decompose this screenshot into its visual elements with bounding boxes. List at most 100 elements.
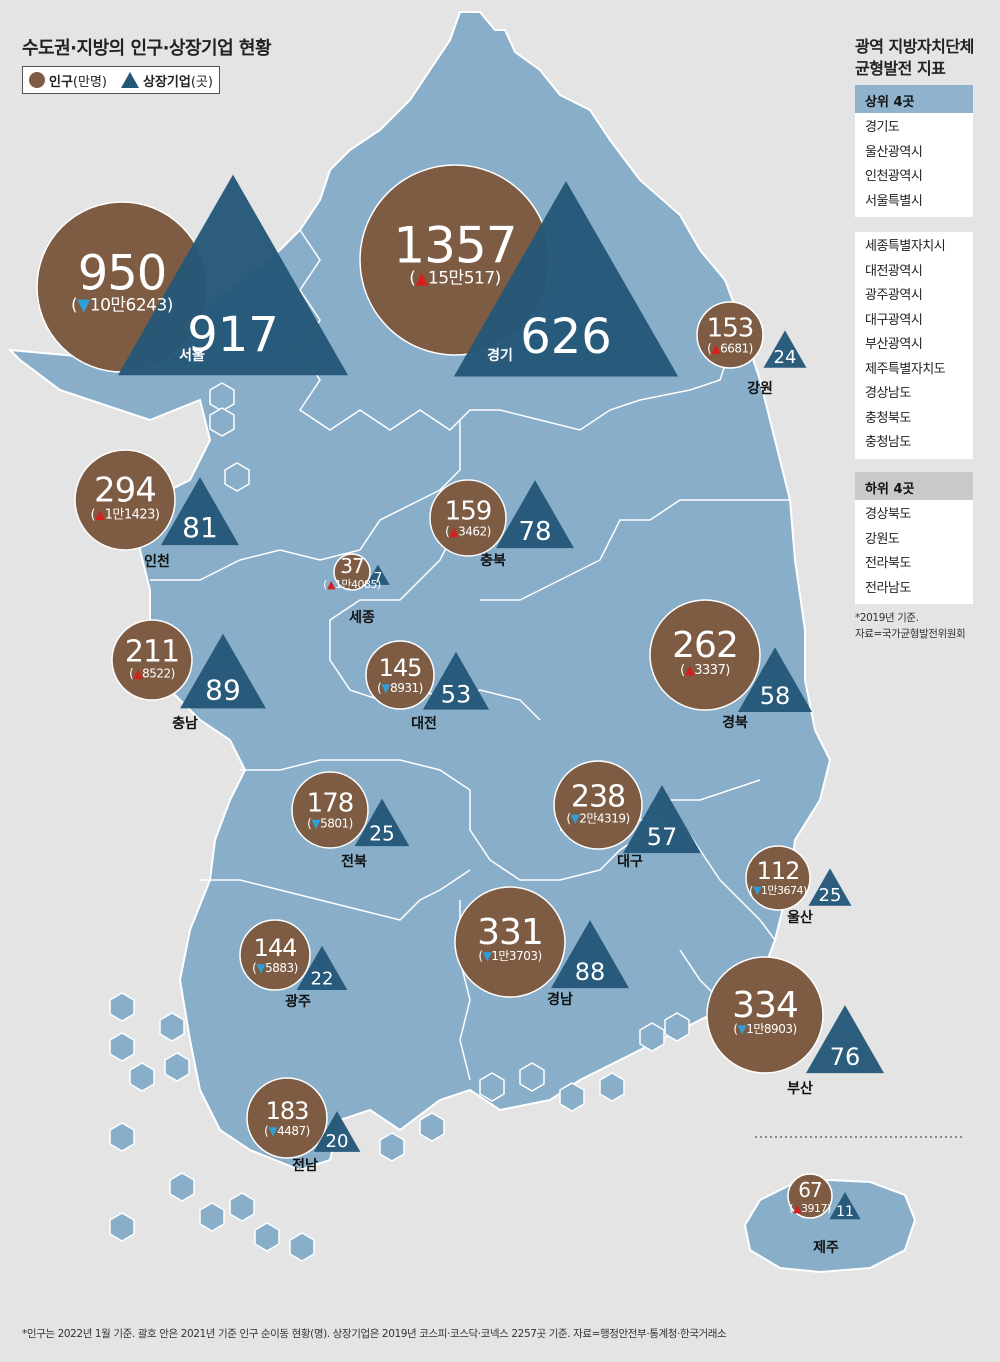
population-change: (▲8522) bbox=[129, 667, 175, 681]
population-change: (▼2만4319) bbox=[566, 812, 629, 826]
region-name: 전북 bbox=[341, 853, 367, 870]
companies-value: 81 bbox=[182, 511, 218, 544]
population-value: 294 bbox=[94, 471, 156, 511]
population-change: (▼10만6243) bbox=[71, 295, 173, 315]
population-value: 262 bbox=[672, 625, 738, 666]
population-dot-icon bbox=[29, 72, 45, 88]
population-value: 334 bbox=[732, 985, 798, 1026]
population-value: 153 bbox=[707, 313, 754, 343]
population-circle bbox=[649, 599, 761, 711]
list-item: 경기도 bbox=[865, 120, 900, 135]
companies-triangle bbox=[422, 651, 490, 710]
panel-source: *2019년 기준. 자료=국가균형발전위원회 bbox=[855, 610, 966, 642]
list-item: 대구광역시 bbox=[865, 312, 923, 328]
companies-triangle bbox=[296, 945, 348, 991]
panel-title: 광역 지방자치단체 균형발전 지표 bbox=[855, 36, 995, 80]
companies-value: 76 bbox=[830, 1043, 861, 1071]
region-name: 전남 bbox=[292, 1157, 318, 1174]
companies-value: 89 bbox=[205, 673, 241, 706]
list-item: 경상남도 bbox=[865, 386, 911, 401]
companies-triangle bbox=[180, 633, 266, 709]
region-name: 충북 bbox=[480, 553, 506, 569]
companies-value: 7 bbox=[374, 570, 383, 586]
companies-value: 20 bbox=[326, 1131, 349, 1152]
bottom-group: 하위 4곳 경상북도 강원도 전라북도 전라남도 bbox=[855, 472, 973, 604]
population-value: 37 bbox=[340, 554, 364, 578]
panel-basis: *2019년 기준. bbox=[855, 612, 919, 624]
panel-title-line1: 광역 지방자치단체 bbox=[855, 37, 974, 56]
region-name: 경북 bbox=[722, 714, 748, 731]
population-value: 159 bbox=[445, 496, 492, 526]
companies-value: 626 bbox=[520, 309, 612, 365]
panel-title-line2: 균형발전 지표 bbox=[855, 59, 946, 78]
population-value: 950 bbox=[78, 245, 167, 301]
list-item: 세종특별자치시 bbox=[865, 239, 946, 254]
population-change: (▼1만3703) bbox=[478, 949, 541, 963]
region-name: 세종 bbox=[349, 610, 375, 626]
region-name: 광주 bbox=[285, 993, 311, 1010]
bottom-group-list: 경상북도 강원도 전라북도 전라남도 bbox=[855, 500, 973, 604]
population-change: (▲1만4085) bbox=[323, 578, 381, 591]
companies-value: 88 bbox=[575, 958, 606, 986]
list-item: 충청남도 bbox=[865, 435, 911, 450]
jeju-shape bbox=[743, 1178, 917, 1274]
companies-value: 58 bbox=[760, 682, 791, 710]
companies-triangle bbox=[313, 1111, 361, 1152]
list-item: 울산광역시 bbox=[865, 144, 923, 160]
population-change: (▼1만8903) bbox=[733, 1022, 796, 1036]
companies-triangle bbox=[117, 174, 349, 376]
list-item: 대전광역시 bbox=[865, 263, 923, 279]
companies-triangle-icon bbox=[121, 72, 139, 88]
panel-source-text: 자료=국가균형발전위원회 bbox=[855, 628, 966, 640]
legend: 인구 (만명) 상장기업 (곳) bbox=[22, 66, 220, 94]
list-item: 강원도 bbox=[865, 531, 900, 547]
legend-population-label: 인구 bbox=[49, 74, 73, 90]
companies-value: 11 bbox=[836, 1204, 854, 1220]
region-name: 대전 bbox=[411, 715, 437, 732]
companies-triangle bbox=[763, 330, 807, 368]
companies-triangle bbox=[366, 564, 390, 585]
companies-triangle bbox=[496, 480, 574, 549]
population-circle bbox=[454, 886, 566, 998]
companies-value: 25 bbox=[369, 821, 394, 845]
companies-triangle bbox=[161, 477, 239, 546]
population-value: 331 bbox=[477, 912, 543, 953]
region-name: 충남 bbox=[172, 715, 198, 732]
population-change: (▼1만3674) bbox=[749, 884, 807, 897]
population-circle bbox=[74, 449, 176, 551]
population-value: 67 bbox=[798, 1178, 822, 1202]
companies-triangle bbox=[829, 1192, 861, 1220]
population-value: 112 bbox=[757, 857, 800, 885]
companies-value: 22 bbox=[311, 969, 334, 990]
population-circle bbox=[239, 919, 311, 991]
footnote: *인구는 2022년 1월 기준. 괄호 안은 2021년 기준 인구 순이동 … bbox=[22, 1328, 727, 1340]
companies-value: 24 bbox=[774, 347, 797, 368]
companies-value: 57 bbox=[647, 823, 678, 851]
population-circle bbox=[706, 956, 824, 1074]
population-value: 211 bbox=[125, 635, 179, 670]
region-name: 제주 bbox=[813, 1240, 839, 1256]
region-name: 대구 bbox=[617, 854, 643, 870]
companies-value: 25 bbox=[819, 885, 842, 906]
region-name: 서울 bbox=[179, 347, 205, 364]
list-item: 전라북도 bbox=[865, 556, 911, 571]
population-change: (▲6681) bbox=[707, 341, 753, 355]
region-name: 울산 bbox=[787, 909, 813, 926]
companies-value: 53 bbox=[441, 681, 472, 709]
region-name: 강원 bbox=[747, 380, 773, 397]
legend-companies-unit: (곳) bbox=[190, 74, 213, 90]
population-change: (▲1만1423) bbox=[91, 508, 160, 523]
islands bbox=[109, 382, 690, 1262]
middle-group-list: 세종특별자치시 대전광역시 광주광역시 대구광역시 부산광역시 제주특별자치도 … bbox=[855, 232, 973, 459]
legend-companies-label: 상장기업 bbox=[143, 74, 191, 90]
top-group-list: 경기도 울산광역시 인천광역시 서울특별시 bbox=[855, 113, 973, 217]
population-circle bbox=[553, 760, 643, 850]
region-name: 인천 bbox=[144, 553, 170, 570]
top-group: 상위 4곳 경기도 울산광역시 인천광역시 서울특별시 bbox=[855, 85, 973, 217]
population-value: 1357 bbox=[393, 217, 516, 275]
population-change: (▼8931) bbox=[377, 681, 423, 695]
population-value: 145 bbox=[379, 654, 422, 682]
companies-triangle bbox=[623, 785, 701, 854]
list-item: 부산광역시 bbox=[865, 337, 923, 352]
